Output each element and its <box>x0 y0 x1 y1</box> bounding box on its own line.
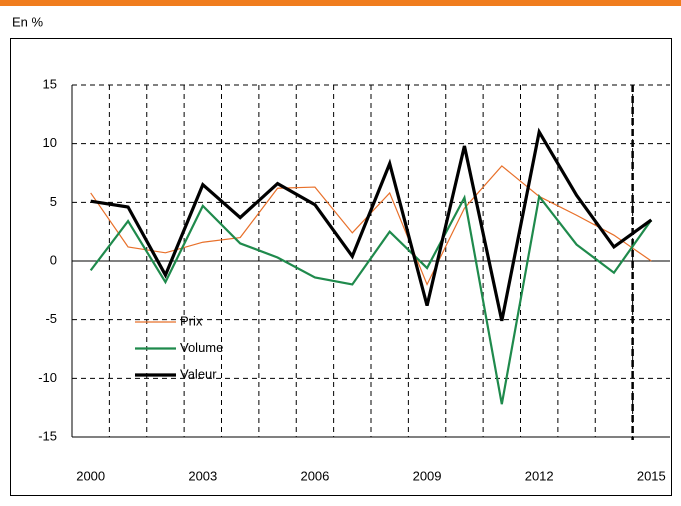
frame <box>10 38 672 496</box>
x-tick-label: 2015 <box>637 468 666 483</box>
y-tick-label: 10 <box>43 135 57 150</box>
legend-label: Prix <box>180 313 203 328</box>
x-tick-label: 2009 <box>413 468 442 483</box>
y-tick-label: -15 <box>38 428 57 443</box>
y-tick-label: 15 <box>43 76 57 91</box>
y-tick-label: 5 <box>50 194 57 209</box>
legend-label: Valeur <box>180 366 217 381</box>
legend-label: Volume <box>180 340 223 355</box>
series-line <box>90 127 653 322</box>
y-tick-label: -5 <box>45 311 57 326</box>
unit-label: En % <box>12 14 44 29</box>
x-tick-label: 2003 <box>188 468 217 483</box>
x-tick-label: 2006 <box>300 468 329 483</box>
x-tick-label: 2012 <box>525 468 554 483</box>
x-tick-label: 2000 <box>76 468 105 483</box>
top-bar <box>0 0 681 6</box>
y-tick-label: -10 <box>38 370 57 385</box>
series-line <box>89 193 653 405</box>
y-tick-label: 0 <box>50 252 57 267</box>
